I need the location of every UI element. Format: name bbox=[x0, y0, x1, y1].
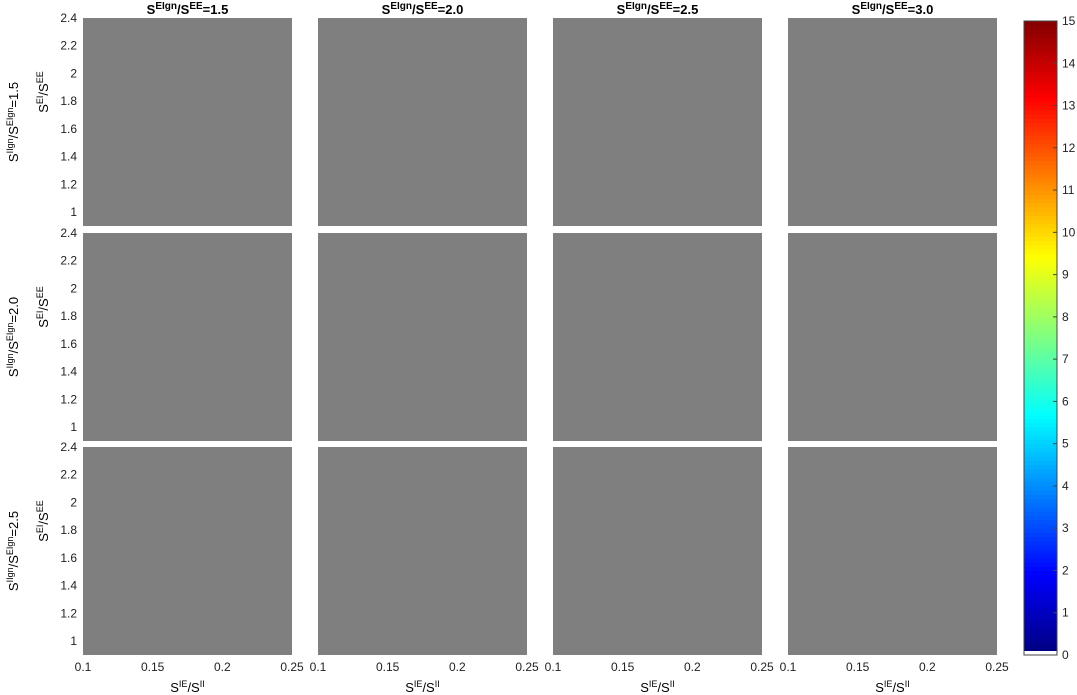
y-axis-label: SEI/SEE bbox=[35, 71, 51, 113]
heatmap-panel-r1-c1 bbox=[83, 18, 292, 226]
y-tick-label: 1 bbox=[70, 634, 77, 648]
x-axis-label: SIE/SII bbox=[405, 679, 440, 695]
y-tick-label: 2.4 bbox=[60, 226, 77, 240]
y-tick-label: 2.2 bbox=[60, 254, 77, 268]
heatmap-panel-r1-c3 bbox=[553, 18, 762, 226]
x-axis-label: SIE/SII bbox=[875, 679, 910, 695]
column-title: SEIgn/SEE=2.5 bbox=[617, 1, 699, 18]
heatmap-panel-r3-c4 bbox=[788, 447, 997, 655]
y-tick-label: 1.6 bbox=[60, 337, 77, 351]
y-tick-label: 1.8 bbox=[60, 309, 77, 323]
column-title: SEIgn/SEE=3.0 bbox=[852, 1, 934, 18]
x-axis-label: SIE/SII bbox=[170, 679, 205, 695]
colorbar-tick-label: 4 bbox=[1062, 479, 1069, 493]
colorbar-tick-label: 6 bbox=[1062, 394, 1069, 408]
y-tick-label: 1.2 bbox=[60, 392, 77, 406]
y-tick-label: 1.8 bbox=[60, 523, 77, 537]
heatmap-panel-r1-c2 bbox=[318, 18, 527, 226]
y-tick-label: 1.4 bbox=[60, 150, 77, 164]
y-tick-label: 2.4 bbox=[60, 440, 77, 454]
heatmap-panel-r2-c2 bbox=[318, 233, 527, 441]
colorbar-tick-label: 2 bbox=[1062, 563, 1069, 577]
y-tick-label: 1.6 bbox=[60, 122, 77, 136]
x-tick-label: 0.25 bbox=[515, 660, 539, 674]
x-axis-label: SIE/SII bbox=[640, 679, 675, 695]
row-label: SIIgn/SEIgn=2.0 bbox=[5, 297, 21, 377]
colorbar-tick-label: 8 bbox=[1062, 310, 1069, 324]
y-tick-label: 2 bbox=[70, 66, 77, 80]
x-tick-label: 0.25 bbox=[750, 660, 774, 674]
colorbar-tick-label: 5 bbox=[1062, 437, 1069, 451]
colorbar-tick-label: 1 bbox=[1062, 606, 1069, 620]
heatmap-panel-r1-c4 bbox=[788, 18, 997, 226]
y-tick-label: 2.2 bbox=[60, 468, 77, 482]
y-tick-label: 2.2 bbox=[60, 39, 77, 53]
heatmap-panel-r2-c1 bbox=[83, 233, 292, 441]
y-tick-label: 1.2 bbox=[60, 606, 77, 620]
x-tick-label: 0.2 bbox=[919, 660, 936, 674]
x-tick-label: 0.2 bbox=[684, 660, 701, 674]
y-tick-label: 2.4 bbox=[60, 11, 77, 25]
y-tick-label: 1 bbox=[70, 205, 77, 219]
colorbar-tick-label: 14 bbox=[1062, 56, 1076, 70]
colorbar-tick-label: 11 bbox=[1062, 183, 1075, 197]
colorbar-tick-label: 9 bbox=[1062, 268, 1069, 282]
heatmap-panel-r2-c3 bbox=[553, 233, 762, 441]
colorbar-tick-label: 10 bbox=[1062, 225, 1076, 239]
row-label: SIIgn/SEIgn=1.5 bbox=[5, 82, 21, 162]
colorbar-tick-label: 7 bbox=[1062, 352, 1069, 366]
x-tick-label: 0.1 bbox=[75, 660, 92, 674]
x-tick-label: 0.1 bbox=[545, 660, 562, 674]
heatmap-panel-r3-c2 bbox=[318, 447, 527, 655]
x-tick-label: 0.15 bbox=[141, 660, 165, 674]
column-title: SEIgn/SEE=1.5 bbox=[147, 1, 229, 18]
x-tick-label: 0.15 bbox=[611, 660, 635, 674]
y-axis-label: SEI/SEE bbox=[35, 500, 51, 542]
colorbar-tick-label: 13 bbox=[1062, 99, 1076, 113]
x-tick-label: 0.1 bbox=[780, 660, 797, 674]
x-tick-label: 0.2 bbox=[449, 660, 466, 674]
heatmap-panel-r3-c3 bbox=[553, 447, 762, 655]
x-tick-label: 0.25 bbox=[280, 660, 304, 674]
y-tick-label: 1 bbox=[70, 420, 77, 434]
y-tick-label: 1.2 bbox=[60, 177, 77, 191]
colorbar bbox=[1023, 20, 1058, 656]
y-tick-label: 1.8 bbox=[60, 94, 77, 108]
x-tick-label: 0.1 bbox=[310, 660, 327, 674]
colorbar-tick-label: 3 bbox=[1062, 521, 1069, 535]
x-tick-label: 0.15 bbox=[846, 660, 870, 674]
colorbar-tick-label: 12 bbox=[1062, 141, 1076, 155]
colorbar-tick-label: 0 bbox=[1062, 648, 1069, 662]
x-tick-label: 0.25 bbox=[985, 660, 1009, 674]
y-tick-label: 1.6 bbox=[60, 551, 77, 565]
y-tick-label: 1.4 bbox=[60, 365, 77, 379]
row-label: SIIgn/SEIgn=2.5 bbox=[5, 511, 21, 591]
y-tick-label: 1.4 bbox=[60, 579, 77, 593]
y-tick-label: 2 bbox=[70, 495, 77, 509]
heatmap-panel-r2-c4 bbox=[788, 233, 997, 441]
heatmap-panel-r3-c1 bbox=[83, 447, 292, 655]
x-tick-label: 0.15 bbox=[376, 660, 400, 674]
column-title: SEIgn/SEE=2.0 bbox=[382, 1, 464, 18]
colorbar-tick-label: 15 bbox=[1062, 14, 1076, 28]
y-axis-label: SEI/SEE bbox=[35, 286, 51, 328]
x-tick-label: 0.2 bbox=[214, 660, 231, 674]
y-tick-label: 2 bbox=[70, 281, 77, 295]
